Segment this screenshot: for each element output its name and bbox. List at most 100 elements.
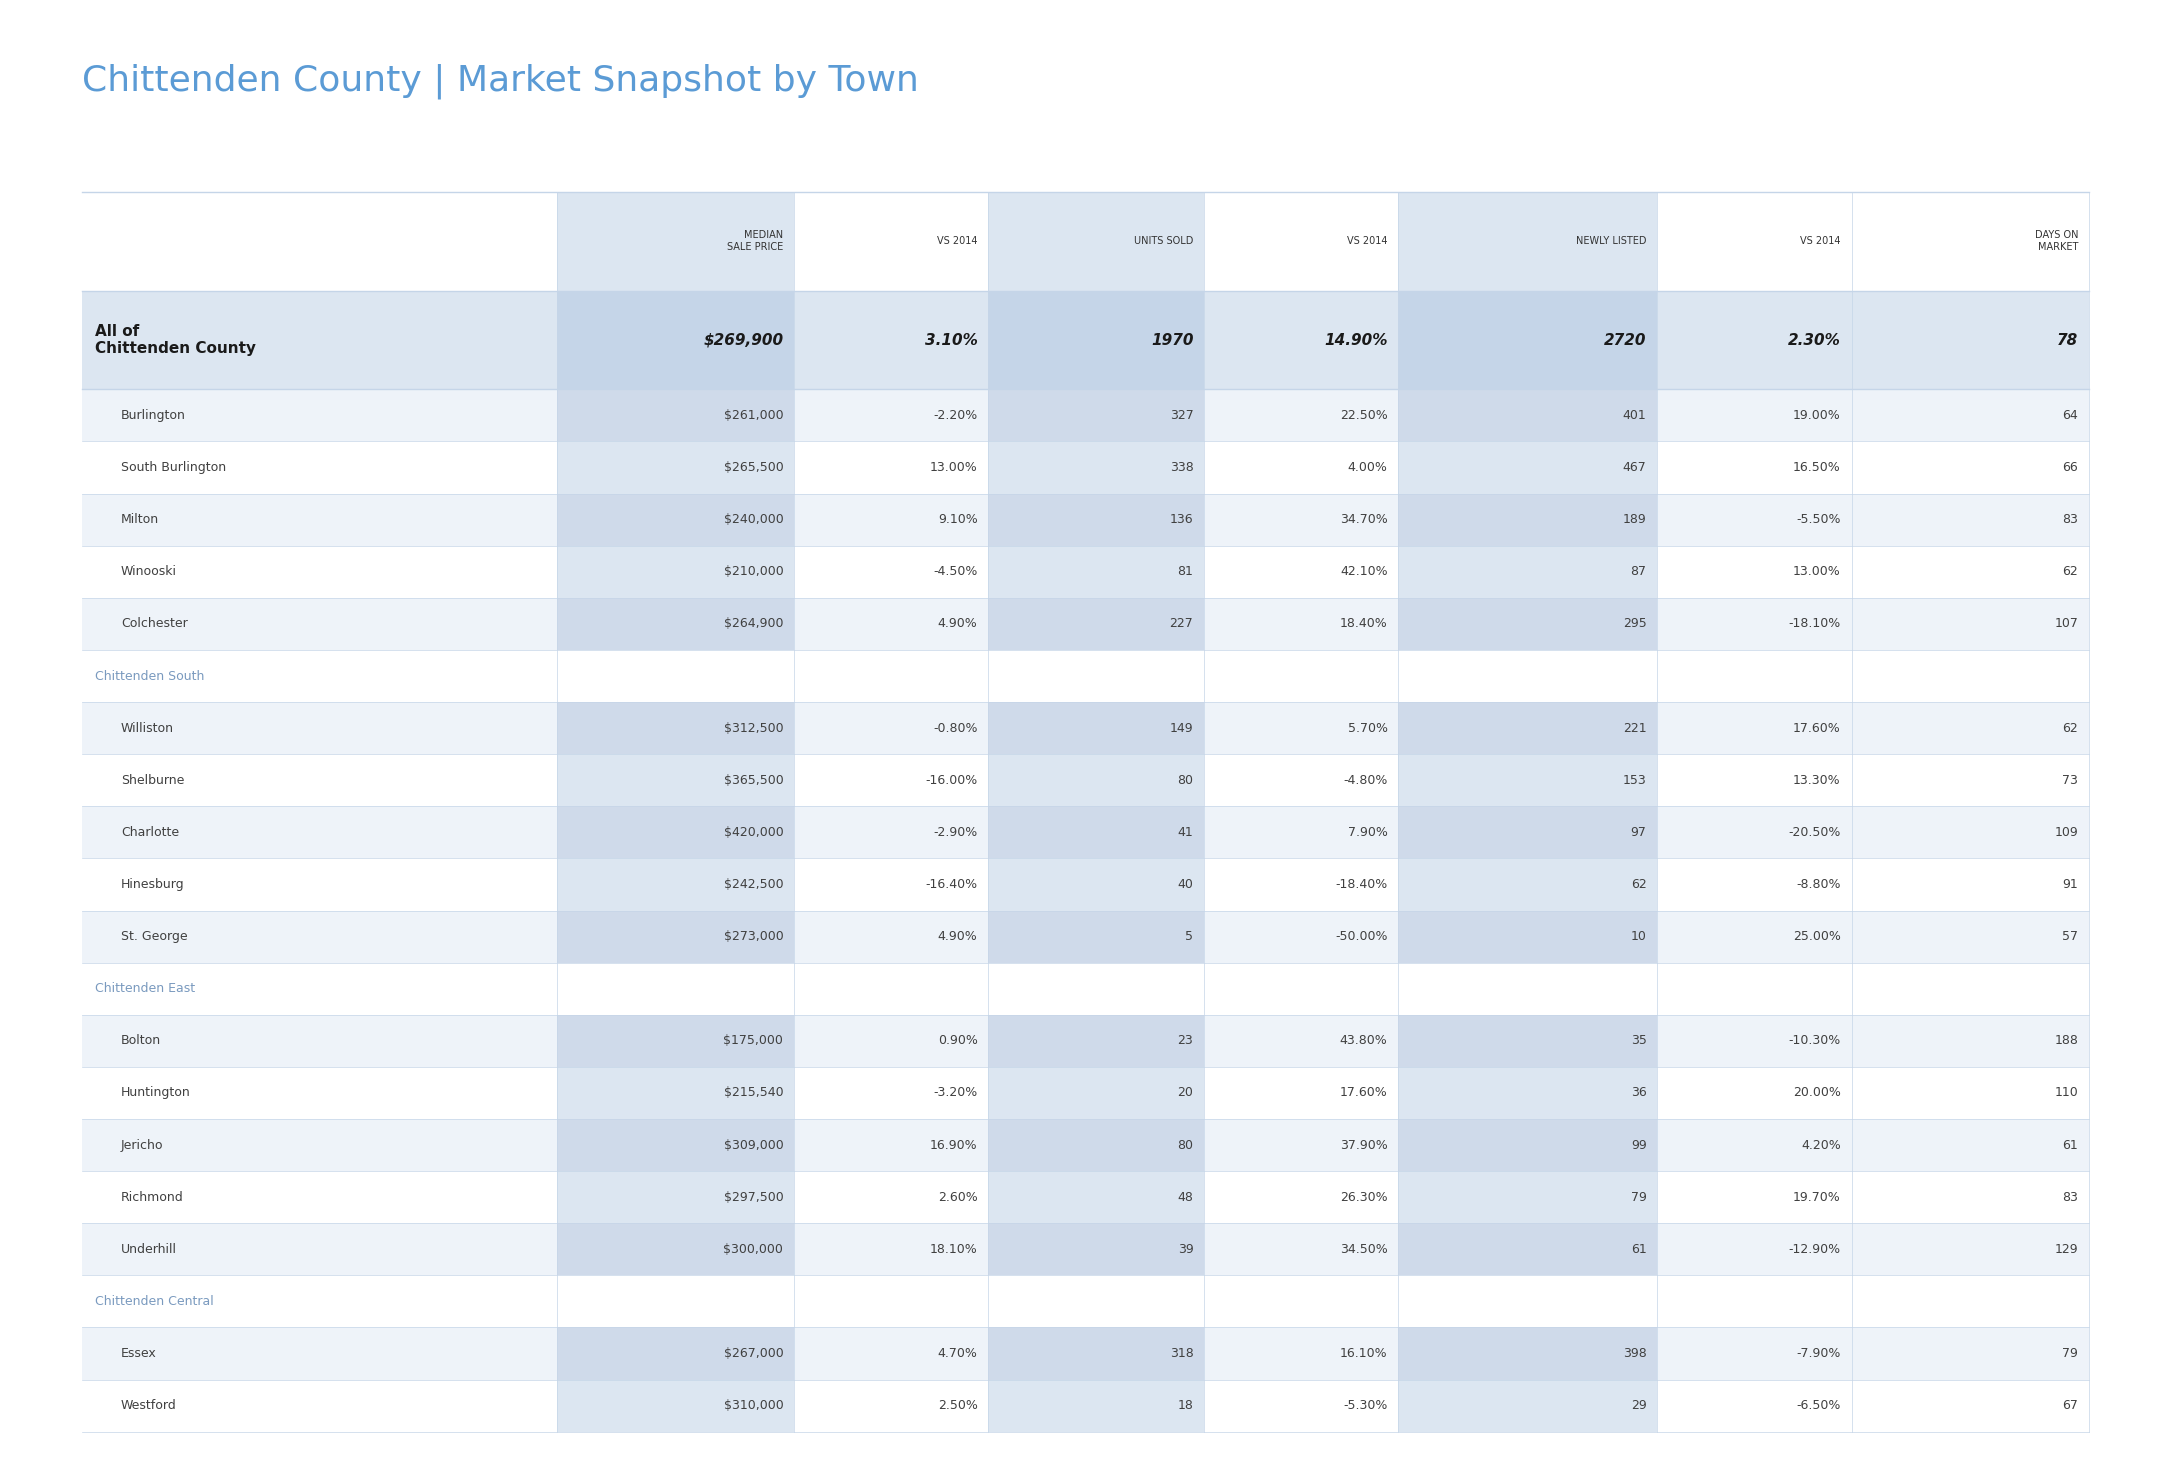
Text: 41: 41 xyxy=(1178,827,1193,838)
Text: 4.70%: 4.70% xyxy=(939,1348,978,1359)
Text: 338: 338 xyxy=(1170,461,1193,474)
Bar xyxy=(82,291,2089,390)
Text: -5.50%: -5.50% xyxy=(1795,514,1841,525)
Text: VS 2014: VS 2014 xyxy=(937,236,978,246)
Text: 227: 227 xyxy=(1170,617,1193,630)
Text: 83: 83 xyxy=(2063,1191,2078,1204)
Bar xyxy=(557,390,794,441)
Bar xyxy=(557,859,794,911)
Text: 35: 35 xyxy=(1631,1035,1647,1048)
Text: 16.90%: 16.90% xyxy=(930,1138,978,1151)
Text: 107: 107 xyxy=(2054,617,2078,630)
Bar xyxy=(1398,192,1657,291)
Text: Shelburne: Shelburne xyxy=(121,773,183,787)
Bar xyxy=(82,598,2089,649)
Bar xyxy=(82,1015,2089,1067)
Text: Williston: Williston xyxy=(121,722,175,735)
Bar xyxy=(988,192,1204,291)
Text: 80: 80 xyxy=(1178,1138,1193,1151)
Bar xyxy=(1398,291,1657,390)
Text: -6.50%: -6.50% xyxy=(1795,1399,1841,1413)
Text: 18: 18 xyxy=(1178,1399,1193,1413)
Text: 188: 188 xyxy=(2054,1035,2078,1048)
Bar xyxy=(557,493,794,546)
Text: Essex: Essex xyxy=(121,1348,158,1359)
Text: 19.70%: 19.70% xyxy=(1793,1191,1841,1204)
Text: 97: 97 xyxy=(1631,827,1647,838)
Text: 79: 79 xyxy=(1631,1191,1647,1204)
Text: $264,900: $264,900 xyxy=(723,617,783,630)
Text: Huntington: Huntington xyxy=(121,1086,190,1100)
Text: 318: 318 xyxy=(1170,1348,1193,1359)
Text: Burlington: Burlington xyxy=(121,409,186,422)
Text: 62: 62 xyxy=(2063,722,2078,735)
Text: -16.00%: -16.00% xyxy=(926,773,978,787)
Bar xyxy=(1398,1224,1657,1275)
Bar xyxy=(82,441,2089,493)
Bar xyxy=(557,1327,794,1380)
Bar xyxy=(988,390,1204,441)
Text: 79: 79 xyxy=(2063,1348,2078,1359)
Text: $261,000: $261,000 xyxy=(723,409,783,422)
Text: $242,500: $242,500 xyxy=(723,878,783,892)
Bar xyxy=(557,291,794,390)
Text: Chittenden County | Market Snapshot by Town: Chittenden County | Market Snapshot by T… xyxy=(82,63,919,99)
Bar xyxy=(557,192,794,291)
Text: 19.00%: 19.00% xyxy=(1793,409,1841,422)
Text: 7.90%: 7.90% xyxy=(1349,827,1388,838)
Bar xyxy=(988,598,1204,649)
Text: 66: 66 xyxy=(2063,461,2078,474)
Bar xyxy=(1398,546,1657,598)
Bar xyxy=(82,806,2089,859)
Text: NEWLY LISTED: NEWLY LISTED xyxy=(1575,236,1647,246)
Bar xyxy=(82,1327,2089,1380)
Text: Westford: Westford xyxy=(121,1399,177,1413)
Text: 57: 57 xyxy=(2063,930,2078,943)
Bar xyxy=(82,859,2089,911)
Text: 20: 20 xyxy=(1178,1086,1193,1100)
Text: $420,000: $420,000 xyxy=(723,827,783,838)
Bar xyxy=(1398,1015,1657,1067)
Text: Colchester: Colchester xyxy=(121,617,188,630)
Bar xyxy=(82,390,2089,441)
Bar xyxy=(1398,859,1657,911)
Bar xyxy=(82,1380,2089,1432)
Text: 64: 64 xyxy=(2063,409,2078,422)
Text: 36: 36 xyxy=(1631,1086,1647,1100)
Text: 62: 62 xyxy=(2063,565,2078,579)
Text: -16.40%: -16.40% xyxy=(926,878,978,892)
Text: 327: 327 xyxy=(1170,409,1193,422)
Bar xyxy=(82,1067,2089,1119)
Text: $267,000: $267,000 xyxy=(723,1348,783,1359)
Text: $300,000: $300,000 xyxy=(723,1243,783,1256)
Text: 14.90%: 14.90% xyxy=(1325,332,1388,347)
Text: Underhill: Underhill xyxy=(121,1243,177,1256)
Text: 18.10%: 18.10% xyxy=(930,1243,978,1256)
Text: 0.90%: 0.90% xyxy=(939,1035,978,1048)
Text: 149: 149 xyxy=(1170,722,1193,735)
Bar xyxy=(557,1224,794,1275)
Text: 13.00%: 13.00% xyxy=(1793,565,1841,579)
Text: -10.30%: -10.30% xyxy=(1789,1035,1841,1048)
Text: -4.80%: -4.80% xyxy=(1342,773,1388,787)
Text: DAYS ON
MARKET: DAYS ON MARKET xyxy=(2035,230,2078,252)
Text: 13.30%: 13.30% xyxy=(1793,773,1841,787)
Bar xyxy=(82,754,2089,806)
Text: 110: 110 xyxy=(2054,1086,2078,1100)
Bar xyxy=(988,1067,1204,1119)
Text: 34.70%: 34.70% xyxy=(1340,514,1388,525)
Text: 22.50%: 22.50% xyxy=(1340,409,1388,422)
Bar xyxy=(988,911,1204,962)
Text: South Burlington: South Burlington xyxy=(121,461,227,474)
Bar xyxy=(988,291,1204,390)
Text: Chittenden South: Chittenden South xyxy=(95,670,205,682)
Bar xyxy=(82,703,2089,754)
Bar xyxy=(1398,806,1657,859)
Text: $175,000: $175,000 xyxy=(723,1035,783,1048)
Text: 62: 62 xyxy=(1631,878,1647,892)
Text: Charlotte: Charlotte xyxy=(121,827,179,838)
Text: Hinesburg: Hinesburg xyxy=(121,878,183,892)
Text: 189: 189 xyxy=(1623,514,1647,525)
Text: 4.20%: 4.20% xyxy=(1802,1138,1841,1151)
Bar xyxy=(988,546,1204,598)
